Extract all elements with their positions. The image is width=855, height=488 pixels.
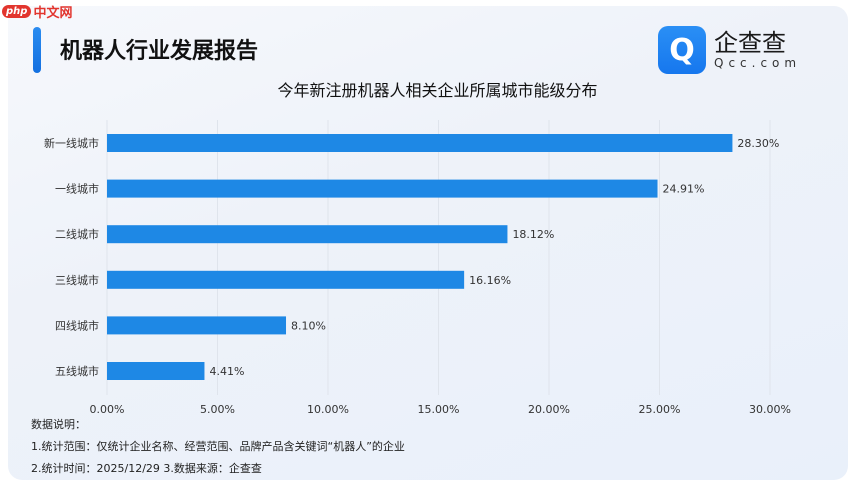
y-category-label: 五线城市 xyxy=(55,364,99,378)
watermark-text: 中文网 xyxy=(33,6,73,21)
x-tick-label: 30.00% xyxy=(749,403,791,416)
bar xyxy=(107,316,287,335)
data-label: 28.30% xyxy=(737,137,779,150)
logo-cn: 企查查 xyxy=(714,29,786,57)
x-tick-label: 20.00% xyxy=(528,403,570,416)
bar xyxy=(107,225,508,244)
notes-line2: 2.统计时间：2025/12/29 3.数据来源：企查查 xyxy=(31,462,262,475)
x-tick-label: 25.00% xyxy=(639,403,681,416)
y-category-label: 二线城市 xyxy=(55,227,99,241)
y-category-label: 一线城市 xyxy=(55,182,99,196)
page-title: 机器人行业发展报告 xyxy=(60,39,259,64)
x-tick-label: 5.00% xyxy=(200,403,235,416)
title-accent-bar xyxy=(33,27,41,73)
bar xyxy=(107,179,658,198)
x-tick-label: 15.00% xyxy=(418,403,460,416)
logo-en: Qcc.com xyxy=(714,56,802,70)
y-category-label: 新一线城市 xyxy=(44,136,99,150)
data-label: 4.41% xyxy=(209,365,244,378)
qcc-logo: Q 企查查 Qcc.com xyxy=(658,26,801,74)
x-tick-label: 0.00% xyxy=(90,403,125,416)
x-tick-label: 10.00% xyxy=(307,403,349,416)
chart-title: 今年新注册机器人相关企业所属城市能级分布 xyxy=(277,81,598,100)
watermark: php 中文网 xyxy=(2,2,72,21)
data-label: 16.16% xyxy=(469,274,511,287)
watermark-badge: php xyxy=(2,5,32,18)
data-label: 18.12% xyxy=(512,228,554,241)
bar xyxy=(107,362,205,380)
notes-heading: 数据说明： xyxy=(31,418,86,431)
data-label: 24.91% xyxy=(663,183,705,196)
notes-line1: 1.统计范围：仅统计企业名称、经营范围、品牌产品含关键词“机器人”的企业 xyxy=(31,440,405,453)
qcc-logo-icon: Q xyxy=(658,26,706,74)
bar xyxy=(107,134,733,152)
y-category-label: 三线城市 xyxy=(55,273,99,287)
bar xyxy=(107,270,465,289)
data-label: 8.10% xyxy=(291,319,326,332)
y-category-label: 四线城市 xyxy=(55,318,99,332)
